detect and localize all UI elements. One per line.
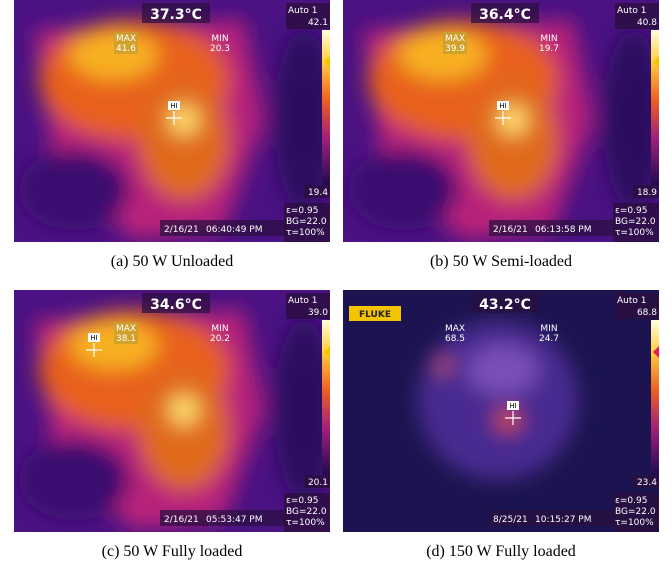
scale-max: 40.8	[637, 18, 657, 28]
emissivity: ε=0.95	[615, 496, 647, 506]
hi-label: HI	[90, 334, 97, 342]
heat-blobs	[418, 320, 578, 480]
scale-max: 39.0	[308, 308, 328, 318]
transmission: τ=100%	[615, 518, 654, 528]
min-value: 19.7	[539, 44, 559, 54]
max-value: 41.6	[116, 44, 136, 54]
hot-region	[468, 80, 558, 200]
max-label: MAX	[445, 324, 465, 334]
mode: Auto 1	[617, 6, 646, 16]
hi-label: HI	[170, 102, 177, 110]
hot-region	[139, 80, 229, 200]
max-label: MAX	[445, 34, 465, 44]
min-value: 24.7	[539, 334, 559, 344]
time: 06:13:58 PM	[535, 225, 591, 235]
scale-min: 20.1	[308, 478, 328, 488]
max-value: 39.9	[445, 44, 465, 54]
warm-region	[468, 345, 538, 395]
transmission: τ=100%	[286, 228, 325, 238]
caption: (c) 50 W Fully loaded	[14, 543, 330, 561]
time: 10:15:27 PM	[535, 515, 591, 525]
max-label: MAX	[116, 34, 136, 44]
max-label: MAX	[116, 324, 136, 334]
date: 8/25/21	[493, 515, 528, 525]
caption: (a) 50 W Unloaded	[14, 253, 330, 271]
date: 2/16/21	[164, 225, 199, 235]
logo: FLUKE	[359, 310, 391, 320]
hot-region	[496, 410, 520, 430]
figure: 37.3°CAuto 142.119.4MAX41.6MIN20.3HI2/16…	[0, 0, 672, 574]
color-scale	[322, 30, 330, 185]
color-scale	[322, 320, 330, 475]
emissivity: ε=0.95	[615, 206, 647, 216]
min-label: MIN	[211, 34, 228, 44]
hot-region	[169, 395, 199, 425]
hi-label: HI	[509, 402, 516, 410]
date: 2/16/21	[164, 515, 199, 525]
min-label: MIN	[540, 34, 557, 44]
hot-region	[435, 359, 451, 371]
max-value: 38.1	[116, 334, 136, 344]
mode: Auto 1	[288, 6, 317, 16]
scale-min: 23.4	[637, 478, 657, 488]
transmission: τ=100%	[615, 228, 654, 238]
mode: Auto 1	[617, 296, 646, 306]
mode: Auto 1	[288, 296, 317, 306]
center-temperature: 34.6°C	[150, 297, 202, 313]
color-scale	[651, 30, 659, 185]
min-label: MIN	[211, 324, 228, 334]
center-temperature: 36.4°C	[479, 7, 531, 23]
min-value: 20.3	[210, 44, 230, 54]
cool-region	[19, 150, 129, 230]
background-temp: BG=22.0	[286, 507, 327, 517]
min-value: 20.2	[210, 334, 230, 344]
date: 2/16/21	[493, 225, 528, 235]
background-temp: BG=22.0	[615, 217, 656, 227]
background-temp: BG=22.0	[615, 507, 656, 517]
caption: (b) 50 W Semi-loaded	[343, 253, 659, 271]
center-temperature: 37.3°C	[150, 7, 202, 23]
transmission: τ=100%	[286, 518, 325, 528]
thermal-image: 36.4°C Auto 1 40.8 18.9 MAX39.9 MIN19.7 HI 2/16…	[343, 0, 659, 242]
time: 06:40:49 PM	[206, 225, 262, 235]
emissivity: ε=0.95	[286, 496, 318, 506]
background-temp: BG=22.0	[286, 217, 327, 227]
caption: (d) 150 W Fully loaded	[343, 543, 659, 561]
cool-region	[348, 150, 458, 230]
cool-region	[19, 440, 129, 520]
center-temperature: 43.2°C	[479, 297, 531, 313]
scale-max: 42.1	[308, 18, 328, 28]
emissivity: ε=0.95	[286, 206, 318, 216]
warm-region	[418, 320, 578, 480]
time: 05:53:47 PM	[206, 515, 262, 525]
color-scale	[651, 320, 659, 475]
hi-label: HI	[499, 102, 506, 110]
hot-region	[139, 370, 229, 490]
scale-min: 19.4	[308, 188, 328, 198]
max-value: 68.5	[445, 334, 465, 344]
scale-min: 18.9	[637, 188, 657, 198]
scale-max: 68.8	[637, 308, 657, 318]
min-label: MIN	[540, 324, 557, 334]
